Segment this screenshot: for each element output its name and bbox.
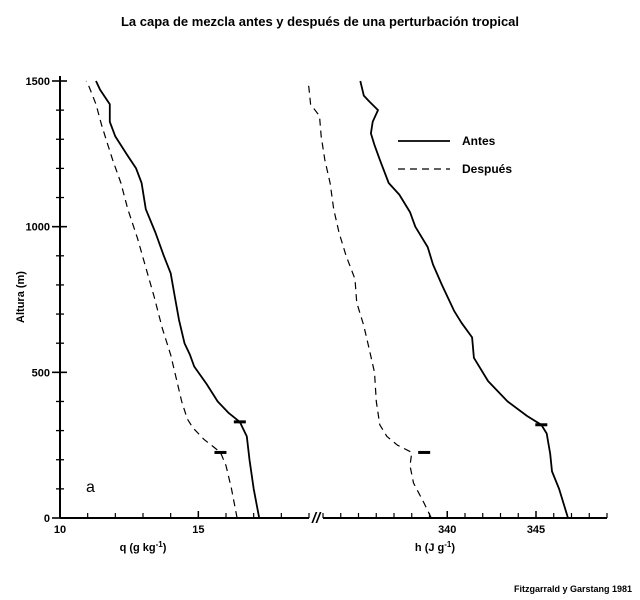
y-tick-label: 0 — [44, 513, 50, 525]
x-axis-label: q (g kg-1) — [120, 540, 167, 554]
x-axis-label: h (J g-1) — [415, 540, 455, 554]
x-tick-label: 10 — [54, 524, 66, 536]
source-credit: Fitzgarrald y Garstang 1981 — [513, 584, 632, 594]
axes: // — [59, 76, 607, 527]
legend-label-antes: Antes — [462, 134, 496, 148]
y-axis-label: Altura (m) — [15, 271, 27, 323]
series-line-despues — [85, 80, 238, 519]
ticks: 0 500 1000 1500 10 15 340 345 — [26, 76, 608, 536]
x-tick-label: 15 — [192, 524, 204, 536]
y-tick-label: 1000 — [26, 222, 50, 234]
axis-break-mark: // — [311, 510, 322, 527]
legend: Antes Después — [398, 134, 512, 176]
series-line-antes — [95, 80, 261, 519]
chart-title: La capa de mezcla antes y después de una… — [120, 14, 520, 29]
series-line-antes — [359, 80, 569, 519]
x-tick-label: 340 — [438, 524, 456, 536]
series-line-despues — [306, 80, 432, 519]
y-tick-label: 500 — [32, 367, 50, 379]
y-tick-label: 1500 — [26, 76, 50, 88]
x-tick-label: 345 — [527, 524, 545, 536]
panel-label: a — [86, 479, 95, 496]
series-layer — [85, 80, 569, 519]
labels: Altura (m) a q (g kg-1) h (J g-1) — [15, 271, 455, 554]
legend-label-despues: Después — [462, 162, 512, 176]
